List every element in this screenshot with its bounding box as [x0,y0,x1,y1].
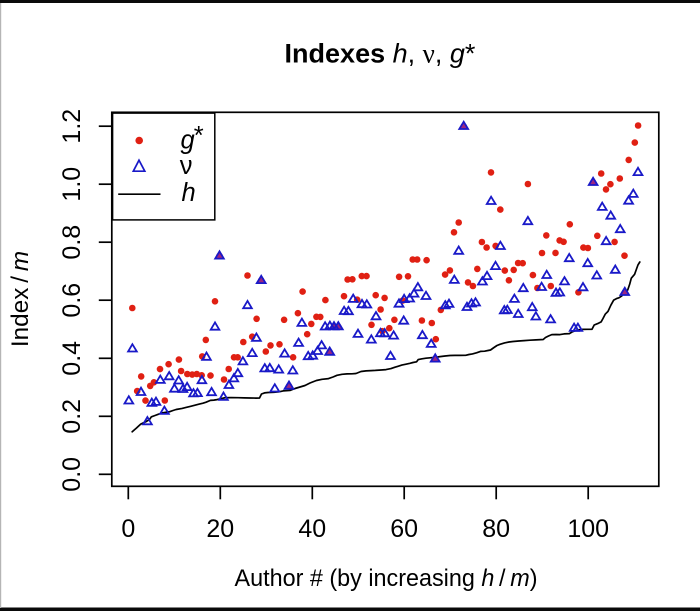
svg-text:60: 60 [390,515,418,543]
svg-text:1.0: 1.0 [58,167,86,202]
svg-text:40: 40 [298,515,326,543]
svg-text:ν: ν [180,152,193,180]
svg-text:0.0: 0.0 [58,457,86,492]
svg-text:1.2: 1.2 [58,109,86,144]
svg-text:80: 80 [482,515,510,543]
svg-text:0.6: 0.6 [58,283,86,318]
svg-text:Author # (by increasing h / m): Author # (by increasing h / m) [235,565,538,592]
svg-text:h: h [182,179,196,207]
svg-text:0.8: 0.8 [58,225,86,260]
svg-text:0: 0 [121,515,135,543]
svg-text:100: 100 [567,515,609,543]
svg-text:Indexes h, ν, g*: Indexes h, ν, g* [285,39,476,69]
svg-text:20: 20 [206,515,234,543]
svg-text:Index / m: Index / m [7,251,34,347]
svg-text:0.4: 0.4 [58,341,86,376]
svg-text:0.2: 0.2 [58,399,86,434]
svg-text:*: * [194,122,204,150]
svg-text:g: g [181,127,195,155]
